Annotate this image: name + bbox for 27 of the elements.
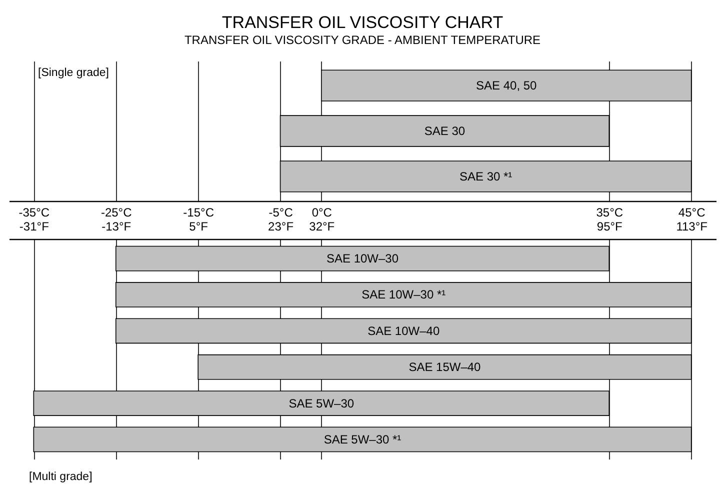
x-tick-label: 95°F [596, 220, 622, 234]
x-tick-label: 5°F [189, 220, 208, 234]
x-tick-label: -15°C [183, 206, 214, 220]
y-tick-label: SAE 5W–30 *¹ [324, 432, 402, 446]
x-tick-label: 23°F [268, 220, 294, 234]
x-tick-label: -35°C [18, 206, 50, 220]
text: [Multi grade] [29, 471, 92, 483]
y-tick-label: SAE 40, 50 [476, 78, 538, 93]
chart-title: TRANSFER OIL VISCOSITY CHART [222, 13, 504, 32]
y-tick-label: SAE 5W–30 [288, 396, 354, 410]
x-tick-label: 35°C [596, 206, 624, 220]
y-tick-label: SAE 10W–30 *¹ [362, 288, 446, 302]
x-tick-label: -31°F [19, 220, 49, 234]
x-tick-label: -25°C [100, 206, 132, 220]
y-tick-label: SAE 15W–40 [408, 360, 482, 374]
chart-subtitle: TRANSFER OIL VISCOSITY GRADE - AMBIENT TEMPERATURE [184, 33, 541, 47]
y-tick-label: SAE 30 [424, 124, 466, 138]
y-tick-label: SAE 10W–40 [368, 324, 440, 338]
x-tick-label: 32°F [309, 220, 335, 234]
x-tick-label: 113°F [676, 220, 708, 234]
annotation: [Single grade] [38, 67, 109, 79]
x-tick-label: -5°C [268, 206, 294, 220]
x-tick-label: -13°F [102, 220, 132, 234]
y-tick-label: SAE 30 *¹ [459, 169, 512, 184]
y-tick-label: SAE 10W–30 [326, 252, 399, 266]
x-tick-label: 45°C [678, 206, 706, 220]
x-tick-label: 0°C [312, 206, 332, 220]
